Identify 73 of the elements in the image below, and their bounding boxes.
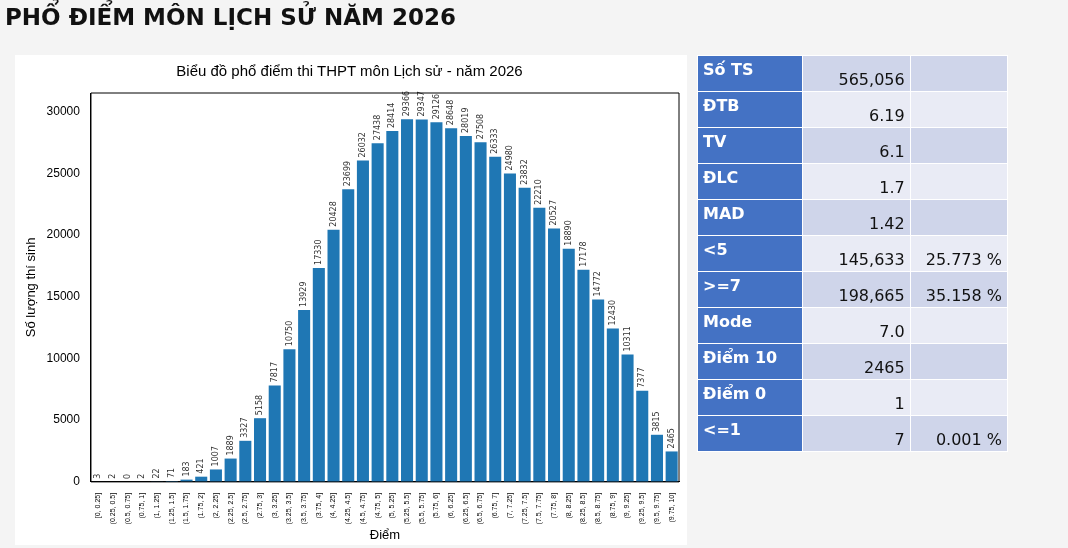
- data-label: 22210: [534, 179, 544, 205]
- data-label: 28648: [446, 99, 456, 126]
- data-label: 10750: [284, 320, 294, 347]
- data-label: 18890: [563, 220, 573, 246]
- text: 145,633: [802, 235, 911, 272]
- data-label: 2: [137, 473, 147, 479]
- text: <5: [697, 235, 803, 272]
- y-tick-label: 15000: [46, 289, 81, 304]
- y-tick-label: 20000: [46, 227, 81, 242]
- data-label: 13929: [299, 281, 309, 307]
- data-label: 27508: [475, 113, 485, 140]
- text: 25.773 %: [910, 235, 1008, 272]
- data-label: 22: [152, 468, 162, 479]
- data-label: 27438: [372, 114, 382, 141]
- text: ĐTB: [697, 91, 803, 128]
- data-label: 14772: [593, 271, 603, 297]
- text: 0.001 %: [910, 415, 1008, 452]
- text: Điểm 10: [697, 343, 803, 380]
- y-tick-label: 5000: [53, 412, 81, 427]
- data-label: 5158: [255, 394, 265, 416]
- data-label: 421: [196, 458, 206, 474]
- text: 6.19: [802, 91, 911, 128]
- text: >=7: [697, 271, 803, 308]
- text: <=1: [697, 415, 803, 452]
- data-label: 26032: [358, 132, 368, 158]
- data-label: 17178: [578, 241, 588, 267]
- x-axis-title: Điểm: [369, 526, 401, 542]
- y-tick-label: 0: [73, 474, 81, 489]
- data-label: 24980: [505, 145, 515, 171]
- data-label: 2: [108, 473, 118, 479]
- chart-subtitle: Biểu đồ phổ điểm thi THPT môn Lịch sử - năm 2026: [176, 62, 523, 80]
- data-label: 3327: [240, 417, 250, 438]
- data-label: 20527: [549, 200, 559, 226]
- data-label: 0: [122, 473, 132, 479]
- data-label: 17330: [313, 239, 323, 265]
- y-tick-label: 10000: [46, 350, 81, 365]
- data-label: 7377: [637, 367, 647, 388]
- data-label: 28414: [387, 102, 397, 129]
- data-label: 3815: [652, 411, 662, 432]
- data-label: 23699: [343, 160, 353, 187]
- text: 1.7: [802, 163, 911, 200]
- text: 7.0: [802, 307, 911, 344]
- text: Mode: [697, 307, 803, 344]
- text: 35.158 %: [910, 271, 1008, 308]
- data-label: 1007: [211, 446, 220, 467]
- y-tick-label: 25000: [46, 165, 81, 180]
- text: 1: [802, 379, 911, 416]
- data-label: 183: [181, 461, 191, 477]
- text: 1.42: [802, 199, 911, 236]
- data-label: 2465: [666, 428, 676, 449]
- data-label: 26333: [490, 128, 500, 154]
- data-label: 71: [166, 467, 176, 478]
- text: MAD: [697, 199, 803, 236]
- data-label: 20428: [328, 201, 338, 227]
- text: ĐLC: [697, 163, 803, 200]
- text: Số TS: [697, 55, 803, 92]
- data-label: 3: [93, 473, 103, 479]
- data-label: 1889: [225, 435, 235, 456]
- data-label: 12430: [607, 299, 617, 326]
- data-label: 28019: [460, 107, 470, 133]
- data-label: 7817: [269, 362, 279, 383]
- data-label: 29126: [431, 93, 441, 120]
- y-tick-label: 30000: [46, 103, 81, 118]
- data-label: 23832: [519, 159, 529, 185]
- text: 198,665: [802, 271, 911, 308]
- text: 6.1: [802, 127, 911, 164]
- data-label: 10311: [622, 326, 632, 352]
- text: TV: [697, 127, 803, 164]
- text: 2465: [802, 343, 911, 380]
- text: 7: [802, 415, 911, 452]
- y-axis-title: Số lượng thí sinh: [23, 237, 39, 338]
- text: 565,056: [802, 55, 911, 92]
- text: Điểm 0: [697, 379, 803, 416]
